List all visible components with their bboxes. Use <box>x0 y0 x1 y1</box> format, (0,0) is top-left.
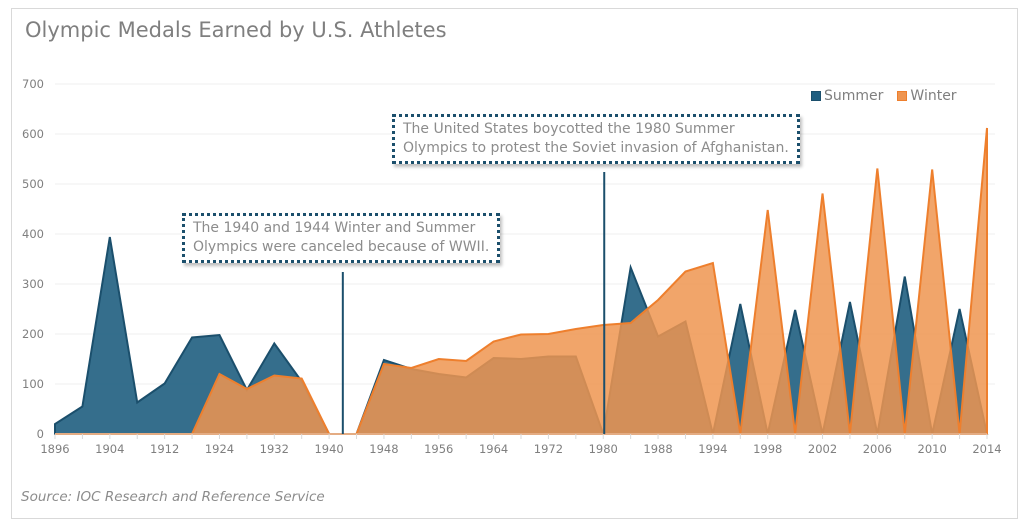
legend-item-winter[interactable]: Winter <box>897 88 957 104</box>
source-note: Source: IOC Research and Reference Servi… <box>21 489 325 505</box>
x-tick-label: 1912 <box>150 442 179 456</box>
x-tick-label: 1896 <box>40 442 69 456</box>
y-tick-label: 100 <box>22 377 44 391</box>
callout-leaders <box>341 172 606 434</box>
legend-label-summer: Summer <box>824 88 884 104</box>
x-tick-label: 1948 <box>369 442 398 456</box>
y-tick-label: 400 <box>22 227 44 241</box>
x-tick-label: 1972 <box>534 442 563 456</box>
callout-boycott: The United States boycotted the 1980 Sum… <box>392 114 800 164</box>
legend: Summer Winter <box>811 88 971 104</box>
area-winter <box>55 127 988 435</box>
callout-wwii-line2: Olympics were canceled because of WWII. <box>193 239 490 255</box>
y-tick-label: 600 <box>22 127 44 141</box>
callout-wwii-line1: The 1940 and 1944 Winter and Summer <box>193 220 476 236</box>
y-tick-label: 0 <box>37 427 44 441</box>
legend-swatch-winter <box>897 91 908 101</box>
x-axis-ticks: 1896 1904 1912 1924 1932 1940 1948 1956 1964 1972… <box>40 434 1002 456</box>
x-tick-label: 1980 <box>589 442 618 456</box>
x-tick-label: 1998 <box>753 442 782 456</box>
x-tick-label: 1932 <box>260 442 289 456</box>
x-tick-label: 1994 <box>698 442 727 456</box>
x-tick-label: 1904 <box>95 442 124 456</box>
x-tick-label: 2002 <box>808 442 837 456</box>
callout-boycott-line1: The United States boycotted the 1980 Sum… <box>403 121 735 137</box>
y-tick-label: 700 <box>22 77 44 91</box>
x-tick-label: 1988 <box>643 442 672 456</box>
x-tick-label: 2010 <box>918 442 947 456</box>
x-tick-label: 2006 <box>863 442 892 456</box>
legend-label-winter: Winter <box>910 88 957 104</box>
x-tick-label: 1940 <box>314 442 343 456</box>
legend-item-summer[interactable]: Summer <box>811 88 883 104</box>
x-tick-label: 2014 <box>972 442 1001 456</box>
series-areas <box>54 127 989 435</box>
callout-wwii: The 1940 and 1944 Winter and Summer Olym… <box>182 213 501 263</box>
y-tick-label: 300 <box>22 277 44 291</box>
x-tick-label: 1956 <box>424 442 453 456</box>
callout-boycott-line2: Olympics to protest the Soviet invasion … <box>403 140 789 156</box>
legend-swatch-summer <box>811 91 821 101</box>
y-tick-label: 200 <box>22 327 44 341</box>
x-tick-label: 1964 <box>479 442 508 456</box>
x-tick-label: 1924 <box>205 442 234 456</box>
chart-title: Olympic Medals Earned by U.S. Athletes <box>25 18 447 42</box>
y-axis-ticks: 0 100 200 300 400 500 600 700 <box>22 77 44 441</box>
y-tick-label: 500 <box>22 177 44 191</box>
